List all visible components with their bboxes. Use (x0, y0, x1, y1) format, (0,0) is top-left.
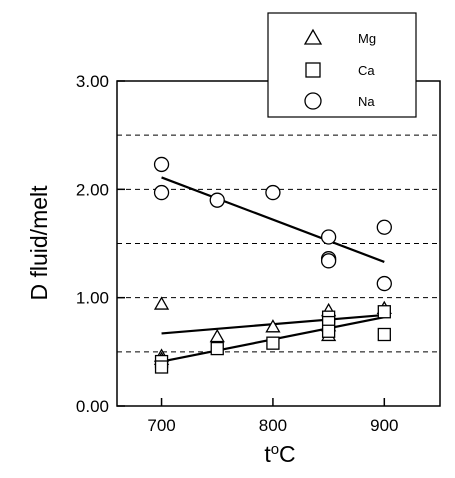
na-point (153, 156, 170, 173)
x-tick-label: 700 (147, 416, 175, 435)
legend: Mg Ca Na (303, 28, 376, 110)
x-axis-title-main: t (264, 441, 271, 467)
axis-ticks (117, 80, 386, 407)
ca-point (154, 360, 169, 374)
legend-mg-label: Mg (358, 31, 376, 46)
mg-point (265, 319, 281, 333)
y-tick-label: 3.00 (76, 72, 109, 91)
ca-point (321, 324, 336, 338)
x-axis-title-superscript: o (271, 441, 279, 458)
legend-na-label: Na (358, 94, 375, 109)
legend-box (267, 12, 417, 118)
na-point (376, 275, 392, 292)
y-tick-label: 2.00 (76, 180, 109, 199)
legend-mg-marker (303, 28, 323, 45)
na-trend-line (161, 176, 385, 263)
x-tick-label: 800 (259, 416, 287, 435)
legend-ca-label: Ca (358, 63, 375, 78)
tick-labels: 0.00 1.00 2.00 3.00 700 800 900 (76, 72, 399, 435)
data-markers (153, 156, 392, 374)
ca-point (210, 341, 224, 356)
legend-ca-marker (305, 62, 321, 78)
na-point (153, 184, 170, 201)
na-point (320, 229, 337, 245)
y-tick-label: 1.00 (76, 289, 109, 308)
y-tick-label: 0.00 (76, 397, 109, 416)
x-tick-label: 900 (370, 416, 398, 435)
mg-point (209, 328, 225, 343)
legend-na-marker (304, 92, 322, 110)
na-point (209, 192, 225, 208)
na-point (376, 219, 392, 235)
x-axis-title-unit: C (279, 441, 296, 467)
mg-point (153, 296, 170, 310)
ca-point (266, 336, 280, 350)
na-point (265, 184, 281, 201)
na-point (320, 253, 337, 269)
x-axis-title: toC (264, 441, 295, 467)
ca-point (377, 305, 391, 319)
trend-lines (161, 176, 385, 363)
y-axis-title: D fluid/melt (26, 185, 52, 301)
ca-point (377, 327, 391, 342)
